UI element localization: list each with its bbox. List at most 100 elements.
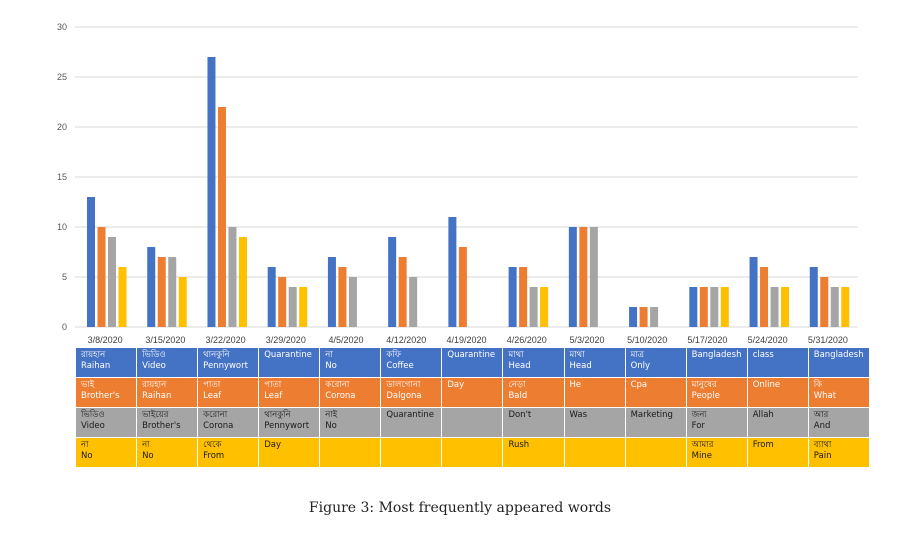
cell-word: নাই	[325, 410, 338, 420]
cell-translation: Brother's	[81, 391, 120, 401]
cell-word: আমার	[691, 440, 714, 450]
table-cell: নাই No	[319, 407, 382, 438]
table-cell: না No	[136, 437, 199, 468]
cell-translation: No	[81, 451, 93, 461]
table-cell: থানকুনি Pennywort	[258, 407, 321, 438]
table-cell: করোনা Corona	[319, 377, 382, 408]
gridlines	[75, 26, 858, 328]
cell-word: Online	[752, 380, 781, 390]
cell-translation: Bald	[508, 391, 528, 401]
x-tick-label: 4/19/2020	[446, 335, 486, 345]
bars	[87, 57, 850, 327]
cell-word: Allah	[752, 410, 774, 420]
table-cell: নেড়া Bald	[502, 377, 565, 408]
table-cell: Day	[441, 377, 504, 408]
bar	[118, 267, 127, 327]
cell-translation: From	[203, 451, 225, 461]
table-cell: Rush	[502, 437, 565, 468]
bar	[238, 237, 247, 327]
bar	[639, 307, 648, 327]
bar	[267, 267, 276, 327]
x-tick-label: 4/12/2020	[386, 335, 426, 345]
cell-word: কফি	[386, 350, 401, 360]
table-cell: From	[746, 437, 809, 468]
table-cell: ভাইয়ের Brother's	[136, 407, 199, 438]
table-row: না No না No থেকে From Day Rush আমার Mine From ব্যাথ…	[74, 437, 871, 468]
bar	[288, 287, 297, 327]
cell-word: Marketing	[630, 410, 673, 420]
table-cell: কফি Coffee	[380, 347, 443, 378]
bar	[629, 307, 638, 327]
cell-word: From	[752, 440, 774, 450]
table-cell: Bangladesh	[807, 347, 871, 378]
y-tick-label: 5	[62, 272, 67, 282]
cell-word: থানকুনি	[203, 350, 230, 360]
bar	[508, 267, 517, 327]
bar	[168, 257, 177, 327]
x-tick-label: 3/15/2020	[145, 335, 185, 345]
y-tick-label: 20	[57, 122, 67, 132]
bar	[710, 287, 719, 327]
bar	[809, 267, 818, 327]
bar	[299, 287, 308, 327]
y-tick-label: 10	[57, 222, 67, 232]
cell-word: করোনা	[325, 380, 350, 390]
cell-word: ভাইয়ের	[142, 410, 169, 420]
cell-word: রায়হান	[81, 350, 106, 360]
cell-word: ব্যাথা	[813, 440, 832, 450]
table-cell: থেকে From	[197, 437, 260, 468]
table-cell: class	[746, 347, 809, 378]
cell-translation: Dalgona	[386, 391, 422, 401]
x-tick-label: 4/26/2020	[507, 335, 547, 345]
cell-word: Cpa	[630, 380, 648, 390]
figure-caption: Figure 3: Most frequently appeared words	[308, 500, 612, 516]
bar	[228, 227, 237, 327]
table-cell	[624, 437, 687, 468]
x-tick-label: 5/17/2020	[687, 335, 727, 345]
table-cell: ব্যাথা Pain	[807, 437, 871, 468]
cell-translation: What	[813, 391, 837, 401]
x-tick-label: 5/31/2020	[808, 335, 848, 345]
cell-word: কি	[813, 380, 823, 390]
cell-word: পাতা	[203, 380, 221, 390]
cell-word: না	[81, 440, 89, 450]
table-cell: Bangladesh	[685, 347, 748, 378]
table-cell: ভাই Brother's	[74, 377, 138, 408]
table-cell: Online	[746, 377, 809, 408]
cell-word: class	[752, 350, 774, 360]
cell-word: Don't	[508, 410, 532, 420]
cell-translation: No	[142, 451, 154, 461]
table-row: রায়হান Raihan ভিডিও Video থানকুনি Pennywort Q…	[74, 347, 871, 378]
cell-translation: Pennywort	[264, 421, 310, 431]
cell-word: Quarantine	[447, 350, 496, 360]
table-cell: রায়হান Raihan	[136, 377, 199, 408]
cell-word: Quarantine	[264, 350, 312, 360]
bar	[147, 247, 156, 327]
x-tick-label: 5/3/2020	[569, 335, 604, 345]
cell-translation: Head	[508, 361, 531, 371]
y-tick-label: 30	[57, 22, 67, 32]
table-cell: রায়হান Raihan	[74, 347, 138, 378]
table-cell: মাথা Head	[502, 347, 565, 378]
y-tick-label: 0	[62, 322, 67, 332]
cell-word: থানকুনি	[264, 410, 291, 420]
cell-word: Quarantine	[386, 410, 435, 420]
bar	[348, 277, 357, 327]
cell-translation: Brother's	[142, 421, 181, 431]
cell-translation: Head	[569, 361, 592, 371]
cell-word: Bangladesh	[691, 350, 742, 360]
table-cell	[441, 407, 504, 438]
cell-word: Day	[447, 380, 465, 390]
table-row: ভাই Brother's রায়হান Raihan পাতা Leaf পাতা Lea…	[74, 377, 871, 408]
cell-word: পাতা	[264, 380, 282, 390]
table-cell: আর And	[807, 407, 871, 438]
cell-word: না	[325, 350, 333, 360]
bar	[781, 287, 790, 327]
words-table: রায়হান Raihan ভিডিও Video থানকুনি Pennywort Q…	[74, 347, 871, 468]
table-cell: কি What	[807, 377, 871, 408]
bar	[720, 287, 729, 327]
cell-word: Was	[569, 410, 588, 420]
bar	[749, 257, 758, 327]
table-cell: Cpa	[624, 377, 687, 408]
cell-translation: No	[325, 361, 337, 371]
